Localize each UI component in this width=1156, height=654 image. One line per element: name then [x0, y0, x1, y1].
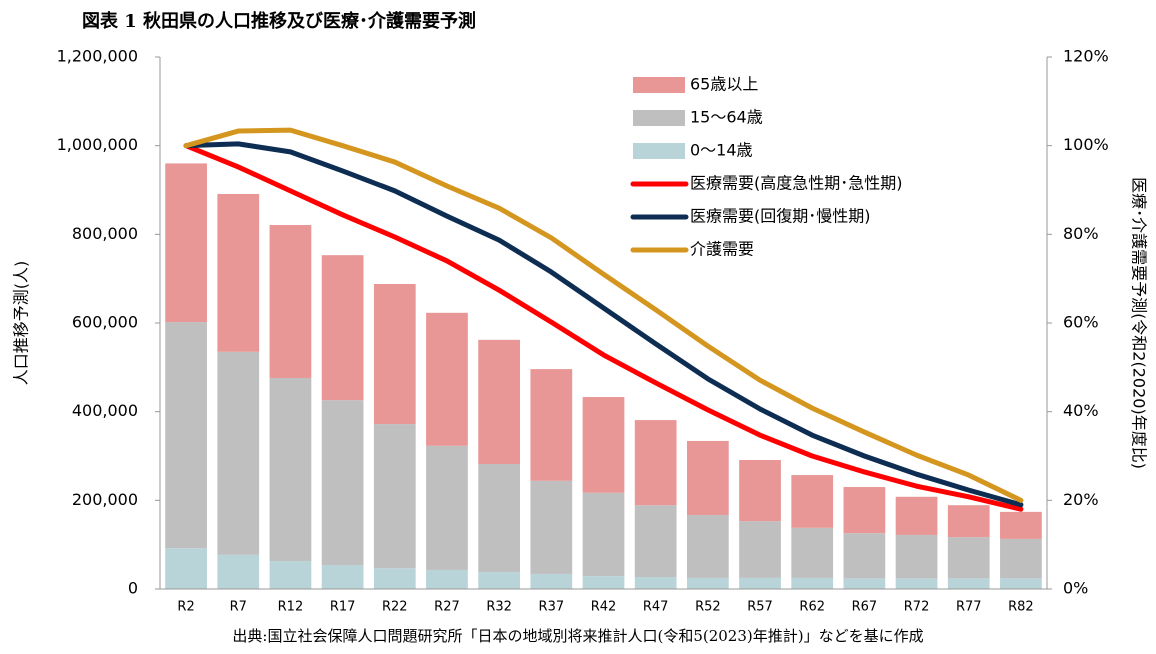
bar-segment [321, 400, 364, 566]
bar-segment [530, 369, 573, 481]
bar-segment [478, 572, 521, 589]
legend-swatch [633, 110, 685, 126]
bar-segment [843, 533, 886, 579]
x-tick-label: R82 [1008, 600, 1034, 615]
bar-segment [947, 578, 990, 589]
x-tick-label: R77 [956, 600, 982, 615]
bar-segment [1000, 538, 1042, 579]
bar-segment [1000, 511, 1042, 539]
x-tick-label: R7 [230, 600, 247, 615]
bar-segment [843, 578, 886, 589]
bar-segment [947, 505, 990, 538]
bar-segment [426, 312, 468, 446]
legend-label: 0〜14歳 [690, 141, 753, 160]
legend-swatch [633, 143, 685, 159]
bar-segment [686, 514, 729, 578]
y-tick-label: 1,200,000 [57, 47, 138, 66]
bar-segment [739, 577, 781, 589]
bar-segment [686, 440, 729, 515]
bar-segment [634, 505, 677, 578]
x-tick-label: R37 [539, 600, 565, 615]
x-tick-label: R47 [643, 600, 669, 615]
bar-segment [478, 463, 521, 573]
bar-segment [165, 322, 207, 549]
bar-segment [582, 576, 625, 589]
x-tick-label: R32 [486, 600, 512, 615]
x-tick-label: R42 [591, 600, 617, 615]
x-tick-label: R17 [330, 600, 356, 615]
bar-segment [582, 397, 625, 493]
bar-segment [843, 487, 886, 534]
bar-segment [686, 577, 729, 589]
bar-segment [269, 377, 312, 562]
source-note: 出典:国立社会保障人口問題研究所「日本の地域別将来推計人口(令和5(2023)年… [232, 627, 923, 645]
line-series [183, 127, 1024, 503]
x-tick-label: R2 [177, 600, 194, 615]
bar-segment [739, 521, 781, 578]
y-tick-label: 1,000,000 [57, 135, 138, 154]
y2-tick-label: 40% [1063, 401, 1099, 420]
bar-segment [217, 554, 260, 589]
legend-label: 15〜64歳 [690, 108, 763, 127]
bar-segment [634, 420, 677, 506]
x-tick-label: R72 [904, 600, 930, 615]
y-tick-label: 200,000 [72, 490, 138, 509]
legend-label: 介護需要 [690, 240, 754, 259]
x-tick-label: R52 [695, 600, 721, 615]
y2-tick-label: 80% [1063, 224, 1099, 243]
x-tick-label: R57 [747, 600, 773, 615]
y2-tick-label: 0% [1063, 579, 1088, 598]
chart-title: 図表 1 秋田県の人口推移及び医療･介護需要予測 [82, 10, 476, 32]
bar-segment [791, 527, 834, 578]
x-tick-label: R12 [278, 600, 304, 615]
bar-segment [217, 193, 260, 352]
line-series [183, 143, 1024, 512]
bar-segment [426, 445, 468, 570]
bar-segment [895, 534, 938, 579]
legend-label: 65歳以上 [690, 75, 758, 94]
y-axis-label: 人口推移予測(人) [12, 261, 31, 386]
y-tick-label: 0 [128, 579, 138, 598]
bar-segment [321, 565, 364, 589]
bar-segment [895, 578, 938, 589]
legend-swatch [633, 77, 685, 93]
bar-segment [269, 225, 312, 378]
y2-axis-label: 医療･介護需要予測(令和2(2020)年度比) [1130, 177, 1149, 469]
y2-tick-label: 120% [1063, 47, 1109, 66]
bar-segment [1000, 578, 1042, 589]
y-tick-label: 800,000 [72, 224, 138, 243]
x-tick-label: R62 [799, 600, 825, 615]
y-tick-label: 400,000 [72, 401, 138, 420]
bar-segment [165, 548, 207, 589]
y2-tick-label: 60% [1063, 313, 1099, 332]
bar-segment [791, 475, 834, 528]
y2-tick-label: 100% [1063, 135, 1109, 154]
bar-segment [321, 255, 364, 401]
bar-segment [895, 496, 938, 535]
x-tick-label: R27 [434, 600, 460, 615]
y-tick-label: 600,000 [72, 313, 138, 332]
line-series [183, 141, 1024, 508]
bar-segment [373, 568, 416, 589]
bar-segment [269, 561, 312, 589]
bar-segment [947, 537, 990, 579]
y2-tick-label: 20% [1063, 490, 1099, 509]
bar-segment [426, 569, 468, 589]
bar-segment [530, 573, 573, 589]
bar-segment [530, 480, 573, 574]
bar-segment [373, 283, 416, 425]
bar-segment [739, 459, 781, 522]
bar-segment [165, 163, 207, 323]
x-tick-label: R22 [382, 600, 408, 615]
bar-segment [478, 339, 521, 464]
bar-segment [373, 424, 416, 569]
bar-segment [634, 577, 677, 589]
bar-segment [791, 577, 834, 589]
bar-segment [217, 351, 260, 555]
legend-label: 医療需要(高度急性期･急性期) [690, 174, 903, 193]
legend-label: 医療需要(回復期･慢性期) [690, 207, 871, 226]
x-tick-label: R67 [852, 600, 878, 615]
bar-segment [582, 492, 625, 577]
